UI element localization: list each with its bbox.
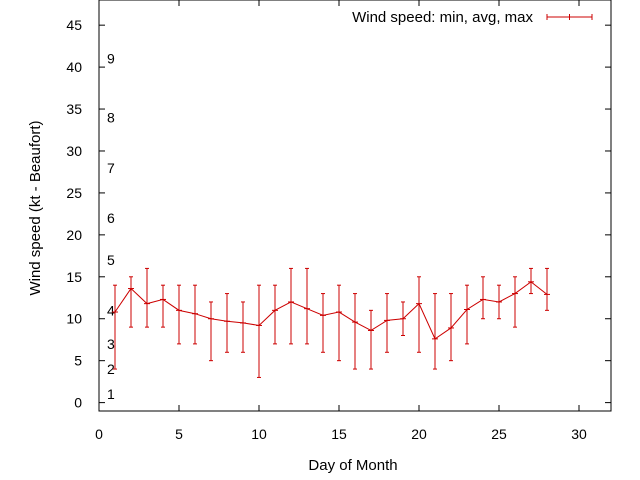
error-bar [352, 293, 358, 370]
y-tick-label: 35 [66, 101, 82, 117]
x-tick-label: 30 [571, 426, 587, 442]
beaufort-label: 6 [107, 210, 115, 226]
error-bar [144, 267, 150, 328]
y-tick-label: 30 [66, 143, 82, 159]
y-tick-label: 25 [66, 185, 82, 201]
error-bar [544, 267, 550, 311]
error-bar [160, 284, 166, 328]
error-bar [416, 276, 422, 353]
plot-border [98, 0, 612, 412]
series-avg-line [114, 281, 548, 340]
error-bar [128, 276, 134, 328]
beaufort-label: 8 [107, 109, 115, 125]
error-bar [176, 284, 182, 345]
beaufort-label: 1 [107, 386, 115, 402]
error-bar [256, 284, 262, 378]
error-bar [112, 284, 118, 370]
plot-frame [98, 0, 612, 412]
error-bar [208, 301, 214, 362]
x-tick-label: 20 [411, 426, 427, 442]
beaufort-label: 7 [107, 160, 115, 176]
legend-sample [546, 14, 593, 20]
error-bar [528, 267, 534, 295]
y-tick-label: 45 [66, 17, 82, 33]
error-bar [384, 293, 390, 353]
error-bar [368, 309, 374, 370]
error-bar [480, 276, 486, 320]
x-tick-label: 25 [491, 426, 507, 442]
beaufort-label: 2 [107, 361, 115, 377]
error-bar [448, 293, 454, 362]
error-bar [464, 284, 470, 345]
y-tick-label: 40 [66, 59, 82, 75]
error-bar [336, 284, 342, 362]
beaufort-label: 3 [107, 336, 115, 352]
x-tick-label: 0 [95, 426, 103, 442]
error-bar [240, 301, 246, 353]
error-bar [432, 293, 438, 370]
x-tick-label: 5 [175, 426, 183, 442]
series-layer [112, 267, 550, 378]
x-tick-label: 10 [251, 426, 267, 442]
y-tick-label: 0 [74, 395, 82, 411]
y-tick-label: 15 [66, 269, 82, 285]
beaufort-label: 5 [107, 252, 115, 268]
error-bar [512, 276, 518, 328]
y-axis-label: Wind speed (kt - Beaufort) [27, 120, 44, 295]
error-bar [272, 284, 278, 345]
error-bar [192, 284, 198, 345]
y-tick-label: 20 [66, 227, 82, 243]
beaufort-label: 9 [107, 51, 115, 67]
x-tick-label: 15 [331, 426, 347, 442]
beaufort-labels: 1 2 3 4 5 6 7 8 9 [107, 51, 115, 403]
beaufort-label: 4 [107, 302, 115, 318]
legend: Wind speed: min, avg, max [352, 9, 593, 26]
error-bar [320, 293, 326, 353]
error-bar [304, 267, 310, 345]
error-bar [288, 267, 294, 345]
legend-label: Wind speed: min, avg, max [352, 9, 533, 26]
x-axis-label: Day of Month [308, 457, 397, 474]
y-tick-label: 5 [74, 353, 82, 369]
error-bar [496, 284, 502, 320]
error-bar [224, 293, 230, 353]
y-tick-label: 10 [66, 311, 82, 327]
error-bar [400, 301, 406, 337]
